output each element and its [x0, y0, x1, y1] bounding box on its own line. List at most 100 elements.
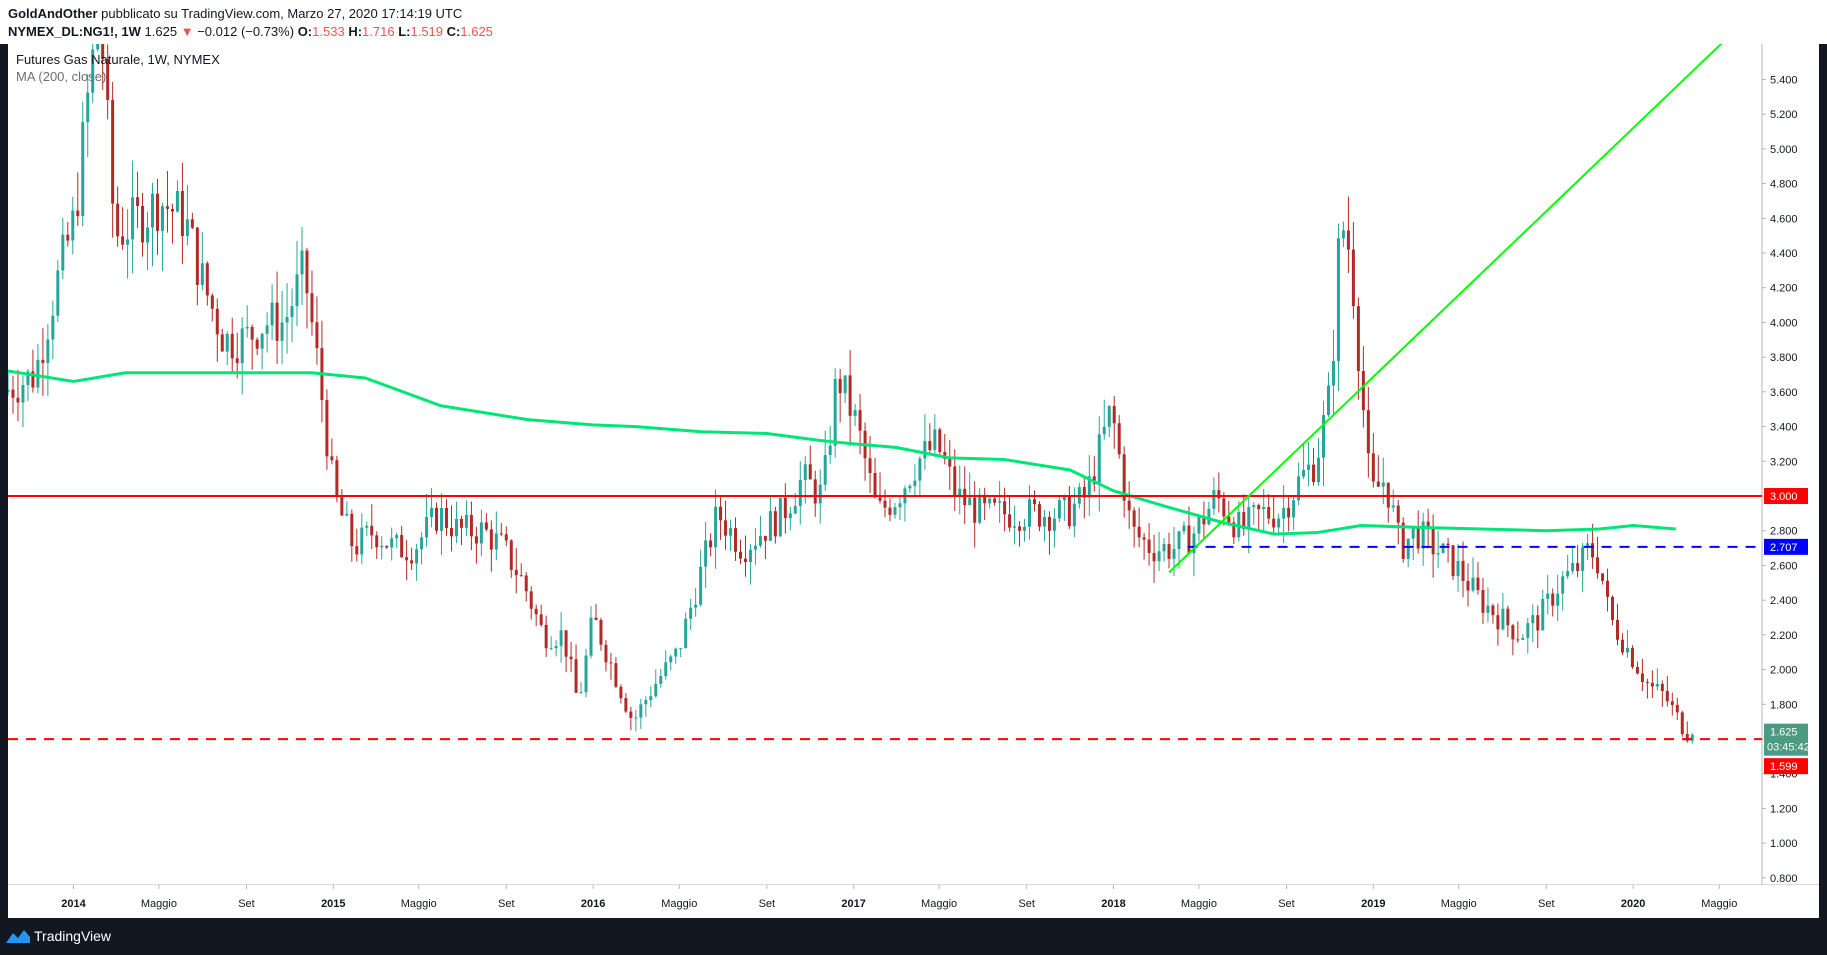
candle-body: [788, 513, 792, 519]
candle-body: [400, 534, 404, 558]
candle-body: [1247, 507, 1251, 530]
level-price-label: 3.000: [1770, 491, 1798, 503]
header-ohlc: NYMEX_DL:NG1!, 1W 1.625 ▼ −0.012 (−0.73%…: [8, 24, 493, 39]
open-value: 1.533: [312, 24, 345, 39]
candle-body: [1501, 608, 1505, 630]
y-tick-label: 1.000: [1770, 838, 1798, 850]
candle-body: [773, 511, 777, 537]
candle-body: [1381, 482, 1385, 487]
candle-body: [315, 322, 319, 349]
candle-body: [1117, 423, 1121, 455]
candle-body: [410, 560, 414, 564]
candle-body: [559, 630, 563, 646]
candle-body: [554, 645, 558, 649]
candle-body: [743, 558, 747, 562]
candle-body: [1302, 469, 1306, 477]
candle-body: [619, 686, 623, 699]
candle-body: [529, 591, 533, 609]
candle-body: [524, 575, 528, 592]
price-chart[interactable]: 5.400 5.200 5.000 4.800 4.600 4.400 4.200 4.000…: [0, 0, 1827, 918]
candle-body: [813, 479, 817, 504]
candle-body: [1157, 551, 1161, 562]
candle-body: [1187, 525, 1191, 554]
candle-body: [370, 525, 374, 536]
candle-body: [1287, 507, 1291, 518]
tradingview-logo-icon: [6, 930, 30, 943]
author-name[interactable]: GoldAndOther: [8, 6, 98, 21]
candle-body: [1491, 605, 1495, 616]
candle-body: [1067, 496, 1071, 527]
candle-body: [1411, 526, 1415, 539]
candle-body: [459, 518, 463, 528]
candle-body: [998, 501, 1002, 503]
candle-body: [360, 527, 364, 555]
candle-body: [1601, 573, 1605, 581]
low-level-label: 1.599: [1770, 761, 1798, 773]
y-tick-label: 2.600: [1770, 560, 1798, 572]
candle-body: [928, 441, 932, 451]
candle-body: [1571, 563, 1575, 572]
candle-body: [838, 378, 842, 394]
candle-body: [1257, 505, 1261, 510]
candle-body: [1675, 704, 1679, 713]
candle-body: [275, 302, 279, 341]
candle-body: [1620, 639, 1624, 653]
candle-body: [858, 410, 862, 431]
y-tick-label: 3.400: [1770, 422, 1798, 434]
candle-body: [435, 507, 439, 531]
candle-body: [1267, 507, 1271, 519]
candle-body: [699, 566, 703, 605]
candle-body: [195, 227, 199, 285]
candle-body: [1406, 538, 1410, 559]
x-tick-label: 2019: [1361, 898, 1385, 910]
candle-body: [783, 497, 787, 519]
candle-body: [689, 607, 693, 619]
y-tick-label: 5.400: [1770, 74, 1798, 86]
candle-body: [415, 549, 419, 564]
plot-content: [8, 44, 1762, 744]
candle-body: [1072, 503, 1076, 527]
x-tick-label: Maggio: [661, 898, 697, 910]
legend-indicator[interactable]: MA (200, close): [16, 69, 107, 84]
x-tick-label: Maggio: [401, 898, 437, 910]
candle-body: [1336, 238, 1340, 362]
footer-brand[interactable]: TradingView: [34, 928, 112, 944]
last-price: 1.625: [144, 24, 178, 39]
candle-body: [913, 480, 917, 486]
candle-body: [579, 692, 583, 694]
candle-body: [1197, 516, 1201, 534]
candle-body: [1660, 683, 1664, 691]
candle-body: [798, 479, 802, 507]
candle-body: [793, 506, 797, 514]
candle-body: [1361, 370, 1365, 411]
candle-body: [734, 528, 738, 552]
candle-body: [1476, 577, 1480, 591]
y-tick-label: 3.200: [1770, 456, 1798, 468]
candle-body: [669, 656, 673, 663]
candle-body: [1172, 549, 1176, 559]
candle-body: [116, 203, 120, 237]
candle-body: [978, 494, 982, 523]
candle-body: [1341, 230, 1345, 239]
candle-body: [778, 497, 782, 537]
candle-body: [1496, 615, 1500, 630]
candle-body: [1277, 518, 1281, 528]
candle-body: [853, 410, 857, 416]
candle-body: [1356, 306, 1360, 371]
candle-body: [1576, 563, 1580, 571]
candle-body: [175, 191, 179, 212]
candle-body: [1376, 481, 1380, 487]
candle-body: [958, 488, 962, 496]
candle-body: [868, 458, 872, 474]
y-tick-label: 3.800: [1770, 352, 1798, 364]
candle-body: [350, 513, 354, 547]
candle-body: [76, 210, 80, 217]
candle-body: [225, 333, 229, 352]
candle-body: [1441, 543, 1445, 553]
candle-body: [380, 545, 384, 548]
ma200-line: [8, 369, 1676, 536]
chart-header: GoldAndOther pubblicato su TradingView.c…: [0, 0, 1827, 44]
candle-body: [1232, 522, 1236, 538]
candle-body: [1331, 361, 1335, 386]
candle-body: [425, 517, 429, 538]
